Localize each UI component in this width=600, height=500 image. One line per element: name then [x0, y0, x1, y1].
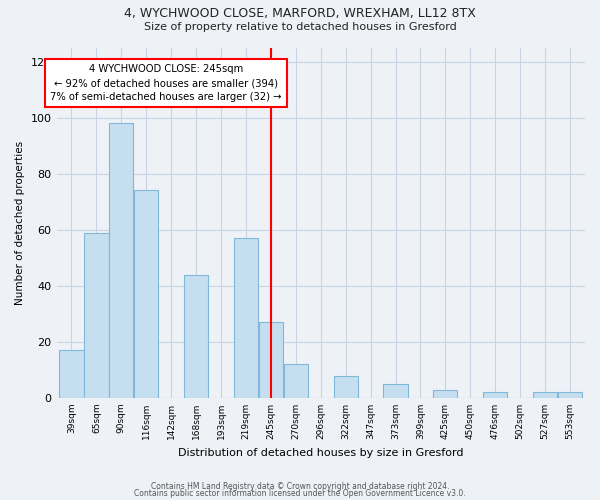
- Text: Size of property relative to detached houses in Gresford: Size of property relative to detached ho…: [143, 22, 457, 32]
- Bar: [109, 123, 133, 398]
- Bar: [259, 322, 283, 398]
- Bar: [533, 392, 557, 398]
- Bar: [558, 392, 582, 398]
- Bar: [85, 232, 109, 398]
- Text: Contains public sector information licensed under the Open Government Licence v3: Contains public sector information licen…: [134, 490, 466, 498]
- Text: 4 WYCHWOOD CLOSE: 245sqm
← 92% of detached houses are smaller (394)
7% of semi-d: 4 WYCHWOOD CLOSE: 245sqm ← 92% of detach…: [50, 64, 282, 102]
- Bar: [234, 238, 258, 398]
- Bar: [383, 384, 407, 398]
- Bar: [59, 350, 83, 398]
- Text: 4, WYCHWOOD CLOSE, MARFORD, WREXHAM, LL12 8TX: 4, WYCHWOOD CLOSE, MARFORD, WREXHAM, LL1…: [124, 8, 476, 20]
- Bar: [433, 390, 457, 398]
- Bar: [483, 392, 508, 398]
- Y-axis label: Number of detached properties: Number of detached properties: [15, 140, 25, 305]
- Bar: [284, 364, 308, 398]
- Bar: [334, 376, 358, 398]
- Bar: [134, 190, 158, 398]
- X-axis label: Distribution of detached houses by size in Gresford: Distribution of detached houses by size …: [178, 448, 464, 458]
- Text: Contains HM Land Registry data © Crown copyright and database right 2024.: Contains HM Land Registry data © Crown c…: [151, 482, 449, 491]
- Bar: [184, 274, 208, 398]
